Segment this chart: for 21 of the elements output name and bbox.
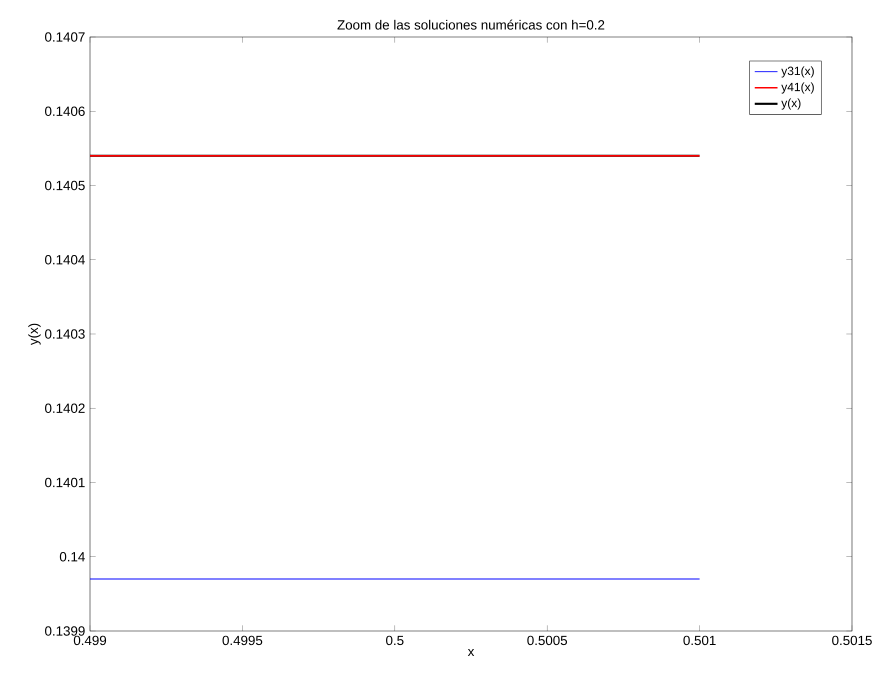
x-axis-title: x bbox=[468, 648, 474, 656]
x-tick-label: 0.499 bbox=[74, 636, 106, 646]
y-tick-label: 0.1399 bbox=[45, 626, 85, 636]
y-tick-label: 0.1403 bbox=[45, 329, 85, 339]
y-axis-title: y(x) bbox=[28, 324, 41, 346]
legend-label: y(x) bbox=[781, 98, 801, 110]
x-tick-label: 0.5 bbox=[386, 636, 404, 646]
chart-title: Zoom de las soluciones numéricas con h=0.2 bbox=[337, 20, 604, 30]
x-tick-label: 0.5015 bbox=[832, 636, 872, 646]
y-tick-label: 0.1402 bbox=[45, 404, 85, 413]
legend-label: y41(x) bbox=[781, 82, 814, 94]
x-tick-label: 0.5005 bbox=[527, 636, 568, 646]
y-tick-label: 0.14 bbox=[60, 552, 85, 562]
x-tick-label: 0.4995 bbox=[222, 636, 262, 646]
y-tick-label: 0.1406 bbox=[45, 106, 85, 116]
x-tick-label: 0.501 bbox=[683, 636, 716, 646]
y-tick-label: 0.1407 bbox=[45, 32, 85, 42]
y-tick-label: 0.1404 bbox=[45, 255, 85, 264]
legend-label: y31(x) bbox=[781, 66, 814, 78]
y-tick-label: 0.1405 bbox=[45, 180, 85, 190]
y-tick-label: 0.1401 bbox=[45, 478, 85, 488]
